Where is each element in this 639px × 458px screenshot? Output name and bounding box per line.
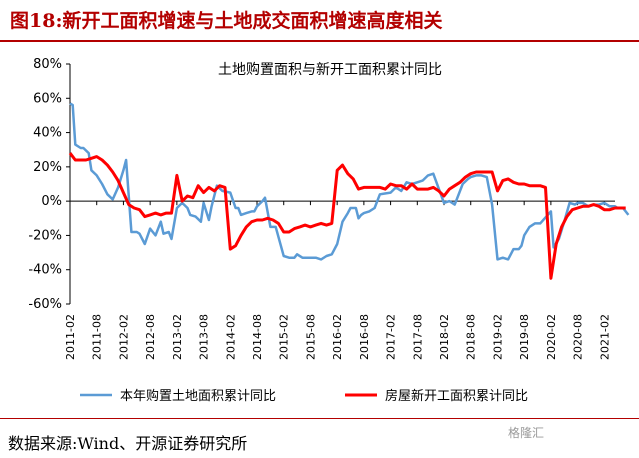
x-tick-label: 2012-08 [144, 314, 157, 360]
y-tick-label: 0% [41, 194, 62, 209]
x-tick-label: 2017-08 [411, 314, 424, 360]
title-rule [0, 40, 639, 42]
x-tick-label: 2015-08 [304, 314, 317, 360]
x-tick-label: 2018-08 [465, 314, 478, 360]
watermark: 格隆汇 [508, 426, 545, 440]
x-tick-label: 2019-08 [518, 314, 531, 360]
x-tick-label: 2014-02 [224, 314, 237, 360]
legend-label: 房屋新开工面积累计同比 [385, 388, 528, 404]
x-tick-label: 2020-08 [572, 314, 585, 360]
x-tick-label: 2013-08 [198, 314, 211, 360]
legend: 本年购置土地面积累计同比 房屋新开工面积累计同比 [80, 388, 528, 404]
chart-title: 土地购置面积与新开工面积累计同比 [218, 62, 442, 78]
series-line-new-starts [68, 152, 626, 280]
y-tick-label: 20% [33, 160, 62, 175]
x-axis: 2011-02 2011-08 2012-02 2012-08 2013-02 2013-… [64, 200, 615, 360]
x-tick-label: 2021-02 [598, 314, 611, 360]
x-tick-label: 2014-08 [251, 314, 264, 360]
figure-header: 图18:新开工面积增速与土地成交面积增速高度相关 [0, 0, 639, 40]
chart: 土地购置面积与新开工面积累计同比 80% 60% 40% 20% 0% -20% -40% -… [28, 57, 630, 404]
y-tick-label: -20% [28, 228, 62, 243]
x-tick-label: 2018-02 [438, 314, 451, 360]
x-tick-label: 2011-02 [64, 314, 77, 360]
x-tick-label: 2016-08 [358, 314, 371, 360]
x-tick-label: 2013-02 [171, 314, 184, 360]
x-tick-label: 2015-02 [278, 314, 291, 360]
y-tick-label: 40% [33, 126, 62, 141]
footer-rule [0, 418, 639, 419]
x-tick-label: 2017-02 [385, 314, 398, 360]
x-tick-label: 2016-02 [331, 314, 344, 360]
x-tick-label: 2011-08 [91, 314, 104, 360]
figure-title: 图18:新开工面积增速与土地成交面积增速高度相关 [10, 10, 443, 32]
y-tick-label: 80% [33, 57, 62, 72]
x-tick-label: 2019-02 [491, 314, 504, 360]
y-axis: 80% 60% 40% 20% 0% -20% -40% -60% [28, 57, 71, 312]
source-note: 数据来源:Wind、开源证券研究所 [8, 434, 248, 453]
x-tick-label: 2020-02 [545, 314, 558, 360]
series-line-land-purchase [69, 102, 630, 261]
y-tick-label: -40% [28, 263, 62, 278]
y-tick-label: -60% [28, 297, 62, 312]
legend-label: 本年购置土地面积累计同比 [120, 388, 276, 404]
series-layer [68, 102, 630, 280]
x-tick-label: 2012-02 [117, 314, 130, 360]
y-tick-label: 60% [33, 91, 62, 106]
